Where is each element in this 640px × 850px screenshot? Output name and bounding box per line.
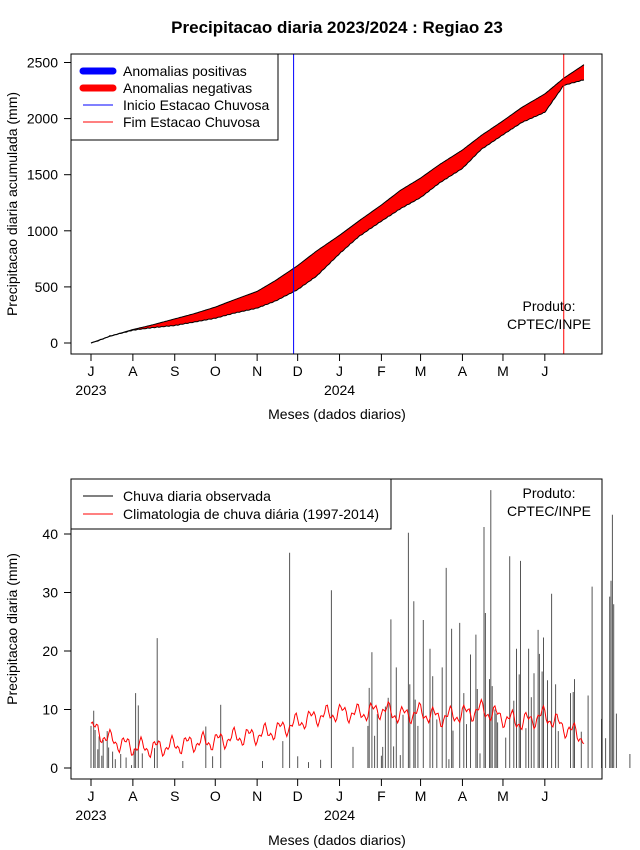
bottom-x-tick-label: F (377, 788, 386, 804)
y-axis-bottom: 0 10 20 30 40 (42, 526, 72, 776)
cumulative-precipitation-panel: 0 500 1000 1500 2000 2500 J A S O N D J F M A M J 2023 202… (4, 53, 603, 422)
x-axis-top: J A S O N D J F M A M J 2023 2024 (75, 353, 548, 398)
climatology-line (90, 697, 585, 759)
top-x-tick-label: M (497, 363, 509, 379)
legend-label-season-start: Inicio Estacao Chuvosa (123, 97, 270, 113)
bottom-year-label: 2024 (324, 807, 355, 823)
x-axis-label-bottom: Meses (dados diarios) (268, 832, 406, 848)
daily-bars-layer (90, 490, 631, 768)
bottom-y-tick-label: 30 (42, 585, 58, 601)
bottom-x-tick-label: O (210, 788, 221, 804)
top-y-tick-label: 1500 (27, 167, 58, 183)
top-x-tick-label: M (415, 363, 427, 379)
bottom-year-label: 2023 (75, 807, 106, 823)
bottom-x-tick-label: J (336, 788, 343, 804)
product-credit-line2-bottom: CPTEC/INPE (507, 503, 591, 519)
bottom-x-tick-label: J (541, 788, 548, 804)
y-axis-label-bottom: Precipitacao diaria (mm) (4, 553, 20, 705)
top-x-tick-label: A (128, 363, 138, 379)
top-x-tick-label: J (88, 363, 95, 379)
top-y-tick-label: 2000 (27, 111, 58, 127)
bottom-x-tick-label: N (252, 788, 262, 804)
top-x-tick-label: J (336, 363, 343, 379)
legend-label-climatology: Climatologia de chuva diária (1997-2014) (123, 506, 379, 522)
bottom-x-tick-label: J (88, 788, 95, 804)
legend-top: Anomalias positivas Anomalias negativas … (70, 53, 279, 141)
top-y-tick-label: 500 (35, 279, 59, 295)
bottom-x-tick-label: A (128, 788, 138, 804)
legend-box-bottom (70, 478, 392, 530)
top-x-tick-label: F (377, 363, 386, 379)
bottom-x-tick-label: A (458, 788, 468, 804)
top-year-label: 2024 (324, 382, 355, 398)
top-x-tick-label: A (458, 363, 468, 379)
top-x-tick-label: O (210, 363, 221, 379)
bottom-y-tick-label: 40 (42, 526, 58, 542)
bottom-y-tick-label: 0 (50, 760, 58, 776)
legend-label-observed: Chuva diaria observada (123, 488, 271, 504)
legend-bottom: Chuva diaria observada Climatologia de c… (70, 478, 392, 530)
product-credit-line1-top: Produto: (523, 298, 576, 314)
product-credit-line2-top: CPTEC/INPE (507, 316, 591, 332)
top-x-tick-label: D (293, 363, 303, 379)
product-credit-line1-bottom: Produto: (523, 485, 576, 501)
bottom-x-tick-label: D (293, 788, 303, 804)
y-axis-label-top: Precipitacao diaria acumulada (mm) (4, 92, 20, 316)
bottom-x-tick-label: S (170, 788, 179, 804)
bottom-y-tick-label: 20 (42, 643, 58, 659)
top-x-tick-label: N (252, 363, 262, 379)
top-x-tick-label: J (541, 363, 548, 379)
top-year-label: 2023 (75, 382, 106, 398)
chart-title: Precipitacao diaria 2023/2024 : Regiao 2… (171, 18, 503, 37)
legend-label-negative: Anomalias negativas (123, 80, 252, 96)
x-axis-bottom: J A S O N D J F M A M J 2023 2024 (75, 778, 548, 823)
top-x-tick-label: S (170, 363, 179, 379)
bottom-y-tick-label: 10 (42, 702, 58, 718)
x-axis-label-top: Meses (dados diarios) (268, 406, 406, 422)
anomaly-area-layer (90, 64, 585, 344)
season-lines-layer (293, 54, 565, 354)
legend-label-positive: Anomalias positivas (123, 63, 247, 79)
top-y-tick-label: 2500 (27, 55, 58, 71)
daily-precipitation-panel: 0 10 20 30 40 J A S O N D J F M A M J 2023 2024 Precipita… (4, 478, 631, 848)
bottom-x-tick-label: M (415, 788, 427, 804)
y-axis-top: 0 500 1000 1500 2000 2500 (27, 55, 72, 351)
legend-label-season-end: Fim Estacao Chuvosa (123, 114, 260, 130)
bottom-x-tick-label: M (497, 788, 509, 804)
top-y-tick-label: 1000 (27, 223, 58, 239)
top-y-tick-label: 0 (50, 335, 58, 351)
observed-cumulative-line (90, 79, 585, 344)
climatology-cumulative-line (90, 64, 585, 344)
